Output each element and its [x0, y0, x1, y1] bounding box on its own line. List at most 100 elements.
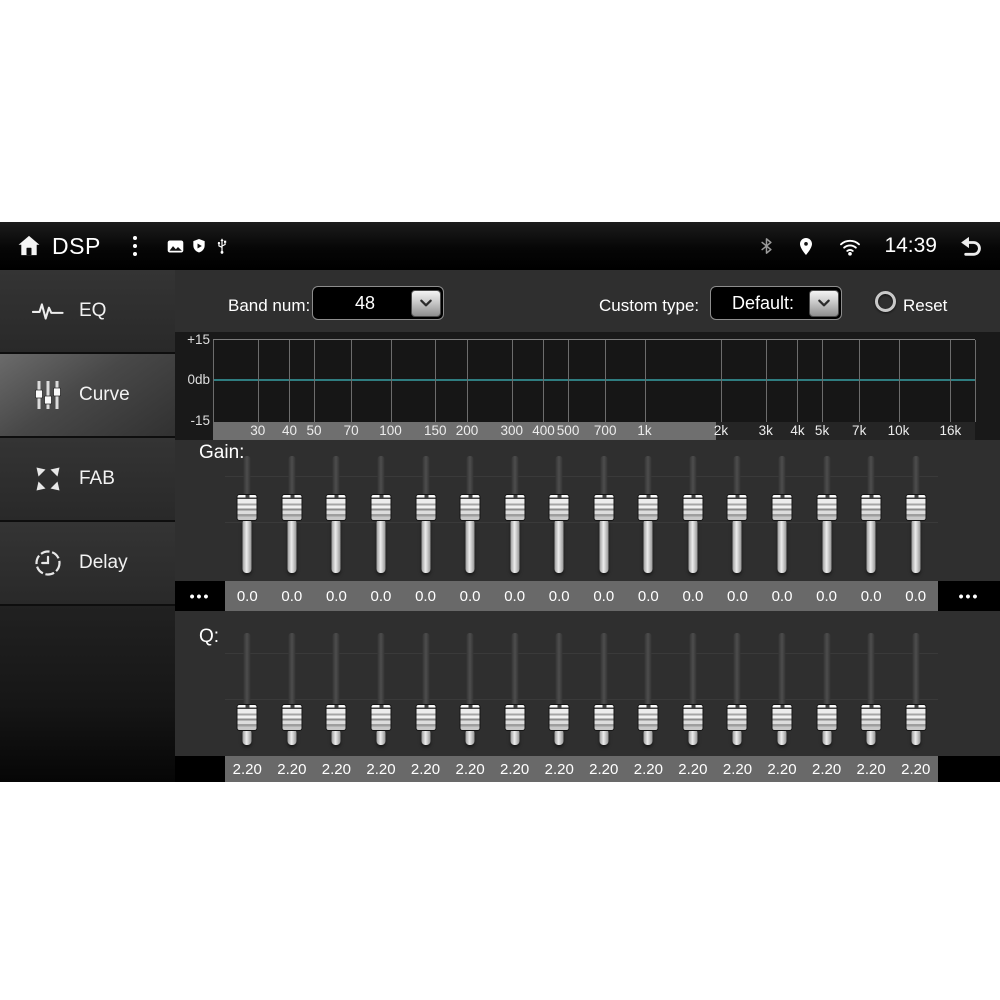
gain-band-slider[interactable]	[359, 456, 404, 573]
q-value: 2.20	[321, 760, 351, 778]
gain-band-slider[interactable]	[537, 456, 582, 573]
gain-band-slider[interactable]	[582, 456, 627, 573]
gain-band-slider[interactable]	[804, 456, 849, 573]
gain-band-slider[interactable]	[314, 456, 359, 573]
slider-thumb[interactable]	[682, 494, 704, 522]
q-band-slider[interactable]	[225, 633, 270, 745]
slider-thumb[interactable]	[816, 494, 838, 522]
back-icon[interactable]	[957, 234, 984, 258]
gain-band-slider[interactable]	[403, 456, 448, 573]
slider-thumb[interactable]	[637, 494, 659, 522]
q-band-slider[interactable]	[804, 633, 849, 745]
gain-band-slider[interactable]	[715, 456, 760, 573]
grid-line	[605, 340, 607, 422]
q-band-slider[interactable]	[492, 633, 537, 745]
more-bands-left-icon[interactable]: •••	[189, 588, 211, 604]
slider-thumb[interactable]	[236, 494, 258, 522]
slider-thumb[interactable]	[637, 704, 659, 731]
slider-thumb[interactable]	[415, 704, 437, 731]
q-band-slider[interactable]	[893, 633, 938, 745]
slider-thumb[interactable]	[459, 494, 481, 522]
frequency-tick-label: 1k	[637, 423, 652, 438]
slider-thumb[interactable]	[370, 494, 392, 522]
band-scroll-thumb[interactable]	[213, 422, 716, 440]
slider-thumb[interactable]	[548, 494, 570, 522]
slider-thumb[interactable]	[771, 494, 793, 522]
gain-band-slider[interactable]	[893, 456, 938, 573]
slider-track-upper	[243, 456, 251, 497]
slider-thumb[interactable]	[860, 494, 882, 522]
home-icon[interactable]	[16, 233, 42, 259]
slider-thumb[interactable]	[281, 494, 303, 522]
slider-thumb[interactable]	[370, 704, 392, 731]
grid-line	[511, 340, 513, 422]
q-band-slider[interactable]	[270, 633, 315, 745]
q-band-slider[interactable]	[359, 633, 404, 745]
q-band-slider[interactable]	[760, 633, 805, 745]
q-value: 2.20	[856, 760, 886, 778]
gain-band-slider[interactable]	[270, 456, 315, 573]
gain-band-slider[interactable]	[492, 456, 537, 573]
q-band-slider[interactable]	[582, 633, 627, 745]
gain-value: 0.0	[637, 587, 659, 605]
slider-thumb[interactable]	[726, 704, 748, 731]
q-row-right-spacer	[938, 756, 1000, 782]
gain-band-slider[interactable]	[671, 456, 716, 573]
sidebar-item-fab[interactable]: FAB	[0, 438, 175, 522]
slider-track-lower	[421, 729, 431, 745]
fab-arrows-icon	[32, 464, 64, 494]
grid-line	[467, 340, 468, 422]
sliders-icon	[32, 379, 64, 411]
overflow-menu-icon[interactable]	[129, 232, 141, 260]
slider-thumb[interactable]	[325, 494, 347, 522]
slider-thumb[interactable]	[905, 494, 927, 522]
sidebar-item-label: EQ	[79, 300, 107, 321]
slider-thumb[interactable]	[593, 494, 615, 522]
q-band-slider[interactable]	[314, 633, 359, 745]
slider-thumb[interactable]	[905, 704, 927, 731]
slider-thumb[interactable]	[504, 494, 526, 522]
slider-thumb[interactable]	[236, 704, 258, 731]
gain-band-slider[interactable]	[760, 456, 805, 573]
slider-thumb[interactable]	[281, 704, 303, 731]
gain-value: 0.0	[905, 587, 927, 605]
bluetooth-icon	[757, 235, 776, 257]
gain-band-slider[interactable]	[225, 456, 270, 573]
slider-thumb[interactable]	[548, 704, 570, 731]
eq-curve-plot: +15 0db -15 30 40 50 70 100 150 200 300 400 500 70…	[175, 332, 1000, 440]
slider-track-upper	[823, 456, 831, 497]
reset-radio[interactable]	[875, 291, 896, 312]
q-band-slider[interactable]	[715, 633, 760, 745]
q-value: 2.20	[455, 760, 485, 778]
more-bands-right-icon[interactable]: •••	[958, 588, 980, 604]
q-band-slider[interactable]	[626, 633, 671, 745]
custom-type-dropdown[interactable]: Default:	[710, 286, 842, 320]
q-value: 2.20	[277, 760, 307, 778]
slider-thumb[interactable]	[771, 704, 793, 731]
q-band-slider[interactable]	[849, 633, 894, 745]
grid-line	[314, 340, 316, 422]
q-band-slider[interactable]	[671, 633, 716, 745]
q-band-slider[interactable]	[448, 633, 493, 745]
sidebar-item-curve[interactable]: Curve	[0, 354, 175, 438]
slider-thumb[interactable]	[816, 704, 838, 731]
sidebar-item-eq[interactable]: EQ	[0, 270, 175, 354]
slider-track-lower	[688, 519, 698, 573]
slider-thumb[interactable]	[593, 704, 615, 731]
gain-band-slider[interactable]	[448, 456, 493, 573]
slider-thumb[interactable]	[682, 704, 704, 731]
gain-value: 0.0	[415, 587, 436, 605]
slider-thumb[interactable]	[459, 704, 481, 731]
gain-band-slider[interactable]	[849, 456, 894, 573]
q-band-slider[interactable]	[537, 633, 582, 745]
slider-thumb[interactable]	[860, 704, 882, 731]
slider-thumb[interactable]	[504, 704, 526, 731]
slider-thumb[interactable]	[325, 704, 347, 731]
sidebar-item-delay[interactable]: Delay	[0, 522, 175, 606]
band-num-dropdown[interactable]: 48	[312, 286, 444, 320]
slider-thumb[interactable]	[415, 494, 437, 522]
q-band-slider[interactable]	[403, 633, 448, 745]
slider-track-lower	[822, 519, 832, 573]
slider-thumb[interactable]	[726, 494, 748, 522]
gain-band-slider[interactable]	[626, 456, 671, 573]
